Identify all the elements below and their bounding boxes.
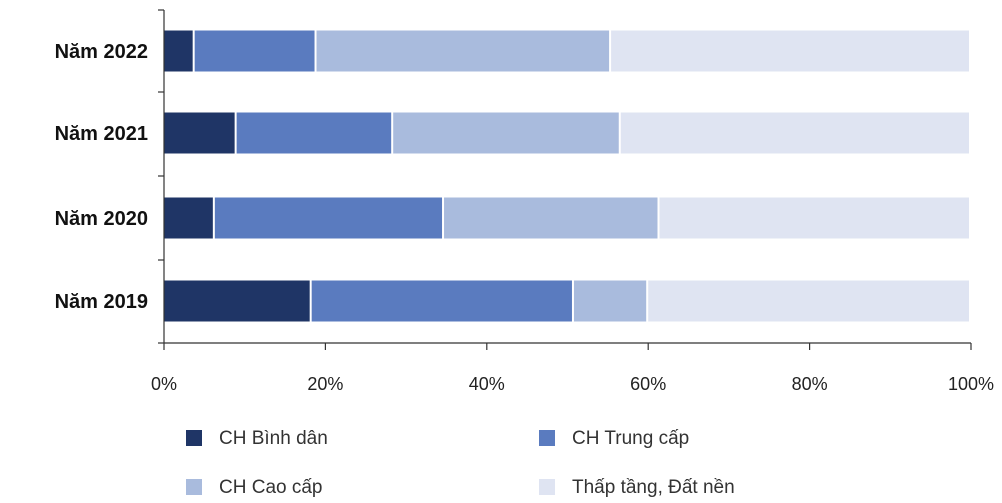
bar-segment-1-2 bbox=[194, 30, 315, 72]
bar-segment-1-1 bbox=[164, 30, 193, 72]
bar-segment-4-4 bbox=[648, 280, 969, 322]
x-axis-ticks: 0% 20% 40% 60% 80% 100% bbox=[151, 9, 994, 394]
bar-segment-4-3 bbox=[573, 280, 647, 322]
x-tick-label-2: 20% bbox=[307, 374, 343, 394]
category-label-4: Năm 2019 bbox=[55, 291, 148, 313]
bar-segment-2-1 bbox=[164, 112, 235, 154]
legend-label-1: CH Bình dân bbox=[219, 428, 328, 449]
bar-segment-1-3 bbox=[316, 30, 610, 72]
legend-label-4: Thấp tầng, Đất nền bbox=[572, 477, 735, 498]
x-tick-label-5: 80% bbox=[792, 374, 828, 394]
bar-segment-2-2 bbox=[236, 112, 392, 154]
legend-swatch-1 bbox=[186, 430, 202, 446]
category-label-2: Năm 2021 bbox=[55, 123, 148, 145]
bar-segment-3-2 bbox=[214, 197, 443, 239]
bar-segment-3-4 bbox=[659, 197, 969, 239]
x-tick-label-6: 100% bbox=[948, 374, 994, 394]
legend-swatch-4 bbox=[539, 479, 555, 495]
x-tick-label-4: 60% bbox=[630, 374, 666, 394]
x-tick-label-3: 40% bbox=[469, 374, 505, 394]
x-tick-label-1: 0% bbox=[151, 374, 177, 394]
bar-segment-4-2 bbox=[311, 280, 572, 322]
bar-segment-2-3 bbox=[393, 112, 619, 154]
legend-label-2: CH Trung cấp bbox=[572, 428, 689, 449]
legend: CH Bình dân CH Trung cấp CH Cao cấp Thấp tầ… bbox=[186, 428, 735, 498]
bar-group bbox=[164, 30, 969, 322]
bar-segment-3-1 bbox=[164, 197, 213, 239]
bar-segment-4-1 bbox=[164, 280, 310, 322]
bar-segment-1-4 bbox=[611, 30, 969, 72]
legend-swatch-2 bbox=[539, 430, 555, 446]
bar-segment-2-4 bbox=[620, 112, 969, 154]
bar-segment-3-3 bbox=[444, 197, 658, 239]
category-labels: Năm 2022 Năm 2021 Năm 2020 Năm 2019 bbox=[55, 41, 148, 313]
category-label-3: Năm 2020 bbox=[55, 208, 148, 230]
category-label-1: Năm 2022 bbox=[55, 41, 148, 63]
legend-swatch-3 bbox=[186, 479, 202, 495]
legend-label-3: CH Cao cấp bbox=[219, 477, 323, 498]
